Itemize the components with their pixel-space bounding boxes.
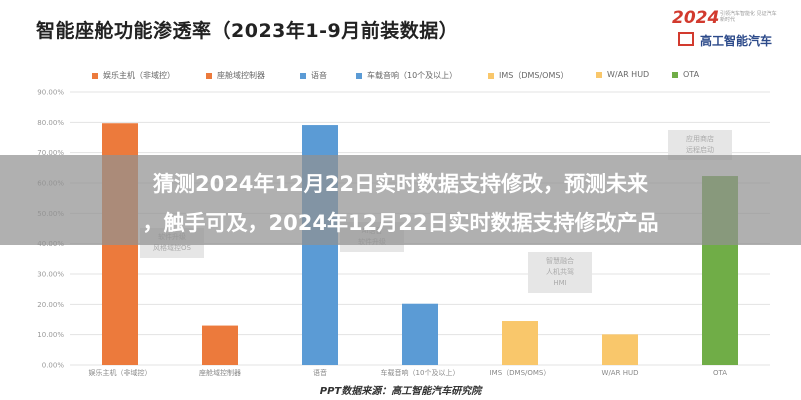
legend-swatch [300,72,306,79]
x-tick-label: 座舱域控制器 [199,368,241,377]
x-tick-label: 语音 [313,368,327,377]
y-tick-label: 80.00% [37,119,64,127]
y-tick-label: 10.00% [37,331,64,339]
annotation-text: 风格域控OS [153,243,192,252]
annotation-box [528,252,592,293]
legend-item: OTA [672,70,699,79]
annotation-text: 人机共驾 [546,267,574,276]
legend-label: 语音 [311,71,327,80]
legend-item: 座舱域控制器 [206,70,265,81]
legend-swatch [92,72,98,79]
legend-swatch [356,72,362,79]
brand-mark-icon [678,32,694,46]
legend-label: 座舱域控制器 [217,71,265,80]
y-tick-label: 0.00% [42,362,65,370]
y-tick-label: 70.00% [37,149,64,157]
brand-name: 高工智能汽车 [700,34,773,48]
legend-label: 娱乐主机（非域控） [103,71,175,80]
legend-swatch [488,72,494,79]
bar [402,303,438,365]
legend-label: 车载音响（10个及以上） [367,71,458,80]
y-tick-label: 20.00% [37,301,64,309]
legend-item: 语音 [300,70,327,81]
legend-item: 娱乐主机（非域控） [92,70,175,81]
legend-label: IMS（DMS/OMS） [499,71,569,80]
bar [202,325,238,365]
y-tick-label: 30.00% [37,271,64,279]
brand-year: 2024 [672,8,720,28]
annotation-text: 应用商店 [686,134,714,143]
legend-swatch [206,72,212,79]
x-tick-label: W/AR HUD [602,369,639,377]
brand-logo: 2024 引领汽车智能化 见证汽车新时代 高工智能汽车 [672,8,782,52]
x-tick-label: 娱乐主机（非域控） [89,368,152,377]
banner-headline-1: 猜测2024年12月22日实时数据支持修改，预测未来 [153,172,648,196]
brand-tagline: 引领汽车智能化 见证汽车新时代 [720,11,777,23]
bar [602,334,638,365]
x-tick-label: OTA [713,369,727,377]
legend-item: W/AR HUD [596,70,649,79]
legend-item: 车载音响（10个及以上） [356,70,457,81]
chart-legend: 娱乐主机（非域控） 座舱域控制器 语音 车载音响（10个及以上） IMS（DMS/OMS… [92,70,792,84]
legend-label: W/AR HUD [607,70,650,79]
y-tick-label: 90.00% [37,89,64,97]
x-tick-label: IMS（DMS/OMS） [490,369,551,377]
annotation-text: 智慧融合 [546,256,574,265]
overlay-banner: 猜测2024年12月22日实时数据支持修改，预测未来 ，触手可及，2024年12… [0,155,801,245]
chart-title: 智能座舱功能渗透率（2023年1-9月前装数据） [36,20,459,42]
legend-swatch [672,71,678,78]
banner-headline-2: ，触手可及，2024年12月22日实时数据支持修改产品 [142,211,659,235]
legend-label: OTA [683,70,700,79]
legend-item: IMS（DMS/OMS） [488,70,568,81]
bar [502,321,538,365]
legend-swatch [596,71,602,78]
source-note: PPT数据来源：高工智能汽车研究院 [319,386,482,397]
annotation-text: 远程启动 [686,145,714,154]
annotation-text: HMI [553,279,566,287]
x-tick-label: 车载音响（10个及以上） [381,368,460,377]
